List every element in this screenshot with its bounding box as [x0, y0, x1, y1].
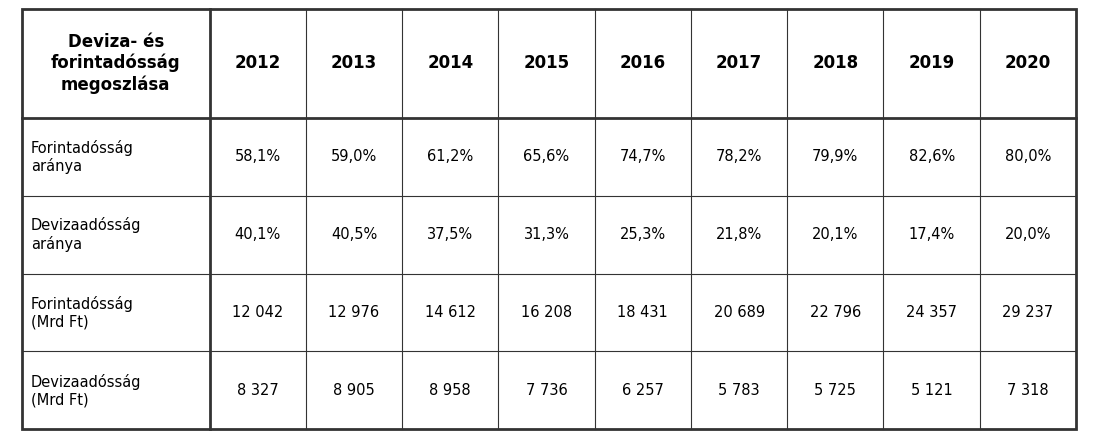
Text: 2020: 2020: [1005, 54, 1051, 72]
Text: 78,2%: 78,2%: [716, 149, 762, 165]
Text: 80,0%: 80,0%: [1005, 149, 1051, 165]
Text: Forintadósság
(Mrd Ft): Forintadósság (Mrd Ft): [31, 296, 134, 329]
Text: 59,0%: 59,0%: [330, 149, 377, 165]
Text: 74,7%: 74,7%: [619, 149, 666, 165]
Text: Devizaadósság
aránya: Devizaadósság aránya: [31, 218, 142, 252]
Text: 82,6%: 82,6%: [908, 149, 955, 165]
Text: 29 237: 29 237: [1002, 305, 1053, 320]
Text: 21,8%: 21,8%: [716, 227, 762, 242]
Text: 7 318: 7 318: [1007, 383, 1049, 398]
Text: 22 796: 22 796: [809, 305, 861, 320]
Text: 37,5%: 37,5%: [427, 227, 473, 242]
Text: Forintadósság
aránya: Forintadósság aránya: [31, 140, 134, 174]
Text: 2013: 2013: [330, 54, 377, 72]
Text: 40,5%: 40,5%: [330, 227, 377, 242]
Text: 61,2%: 61,2%: [427, 149, 473, 165]
Text: 65,6%: 65,6%: [524, 149, 570, 165]
Text: 31,3%: 31,3%: [524, 227, 570, 242]
Text: 2014: 2014: [427, 54, 473, 72]
Text: 6 257: 6 257: [621, 383, 664, 398]
Text: 8 905: 8 905: [333, 383, 374, 398]
Text: 20 689: 20 689: [714, 305, 764, 320]
Text: 5 783: 5 783: [718, 383, 760, 398]
Text: Devizaadósság
(Mrd Ft): Devizaadósság (Mrd Ft): [31, 374, 142, 407]
Text: 58,1%: 58,1%: [235, 149, 281, 165]
Text: 8 327: 8 327: [237, 383, 279, 398]
Text: 40,1%: 40,1%: [235, 227, 281, 242]
Text: 7 736: 7 736: [526, 383, 568, 398]
Text: 25,3%: 25,3%: [619, 227, 665, 242]
Text: 18 431: 18 431: [617, 305, 669, 320]
Text: 2019: 2019: [908, 54, 955, 72]
Text: 79,9%: 79,9%: [813, 149, 859, 165]
Text: 16 208: 16 208: [520, 305, 572, 320]
Text: 2016: 2016: [619, 54, 665, 72]
Text: 5 725: 5 725: [815, 383, 856, 398]
Text: 2018: 2018: [813, 54, 859, 72]
Text: 8 958: 8 958: [429, 383, 471, 398]
Text: 5 121: 5 121: [910, 383, 952, 398]
Text: 20,1%: 20,1%: [813, 227, 859, 242]
Text: 24 357: 24 357: [906, 305, 957, 320]
Text: 14 612: 14 612: [425, 305, 475, 320]
Text: 2015: 2015: [524, 54, 570, 72]
Text: 12 042: 12 042: [232, 305, 283, 320]
Text: 2012: 2012: [235, 54, 281, 72]
Text: 12 976: 12 976: [328, 305, 380, 320]
Text: 2017: 2017: [716, 54, 762, 72]
Text: Deviza- és
forintadósság
megoszlása: Deviza- és forintadósság megoszlása: [51, 33, 180, 94]
Text: 20,0%: 20,0%: [1005, 227, 1051, 242]
Text: 17,4%: 17,4%: [908, 227, 955, 242]
